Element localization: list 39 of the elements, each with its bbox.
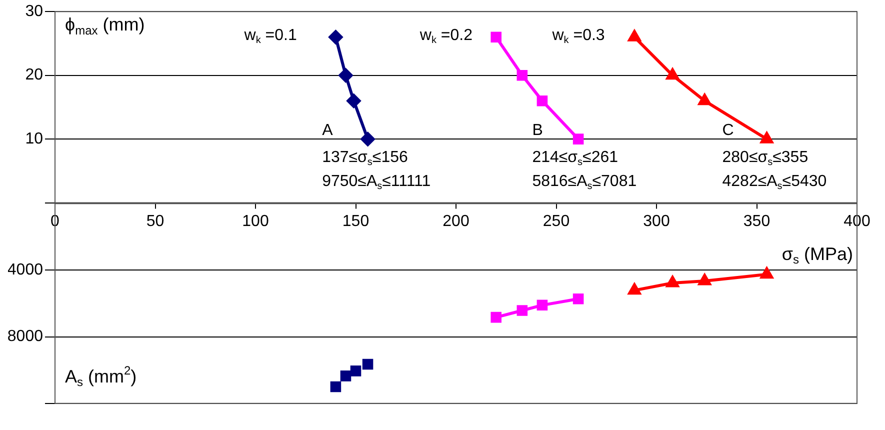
x-tick-label: 150 bbox=[342, 212, 370, 230]
point bbox=[360, 132, 375, 146]
annotation: B bbox=[532, 122, 543, 140]
point bbox=[760, 267, 774, 279]
x-tick-label: 300 bbox=[643, 212, 670, 230]
x-tick-label: 250 bbox=[542, 212, 570, 230]
point bbox=[516, 305, 528, 316]
point bbox=[536, 300, 548, 311]
point bbox=[490, 312, 502, 323]
y-tick-label: 4000 bbox=[7, 262, 44, 279]
point bbox=[362, 358, 374, 370]
x-tick-label: 100 bbox=[242, 212, 269, 230]
point bbox=[340, 370, 352, 382]
y-tick-label: 30 bbox=[25, 3, 44, 20]
x-tick-label: 200 bbox=[442, 212, 470, 230]
point bbox=[536, 95, 548, 106]
y-tick-label: 20 bbox=[25, 66, 44, 84]
annotation: C bbox=[722, 122, 734, 140]
point bbox=[572, 134, 584, 144]
point bbox=[338, 68, 353, 82]
point bbox=[628, 30, 641, 42]
point bbox=[516, 70, 528, 81]
point bbox=[698, 94, 711, 106]
x-tick-label: 350 bbox=[743, 212, 770, 230]
point bbox=[760, 132, 774, 144]
point bbox=[572, 293, 584, 304]
point bbox=[628, 283, 641, 295]
y-tick-label: 10 bbox=[25, 130, 44, 148]
annotation: A bbox=[322, 122, 334, 140]
point bbox=[346, 94, 361, 108]
point bbox=[666, 276, 679, 288]
point bbox=[350, 366, 362, 376]
point bbox=[698, 274, 711, 286]
point bbox=[328, 30, 343, 44]
point bbox=[330, 381, 342, 392]
point bbox=[490, 32, 502, 42]
y-tick-label: 8000 bbox=[7, 328, 44, 346]
point bbox=[666, 68, 679, 80]
x-tick-label: 50 bbox=[146, 212, 164, 230]
